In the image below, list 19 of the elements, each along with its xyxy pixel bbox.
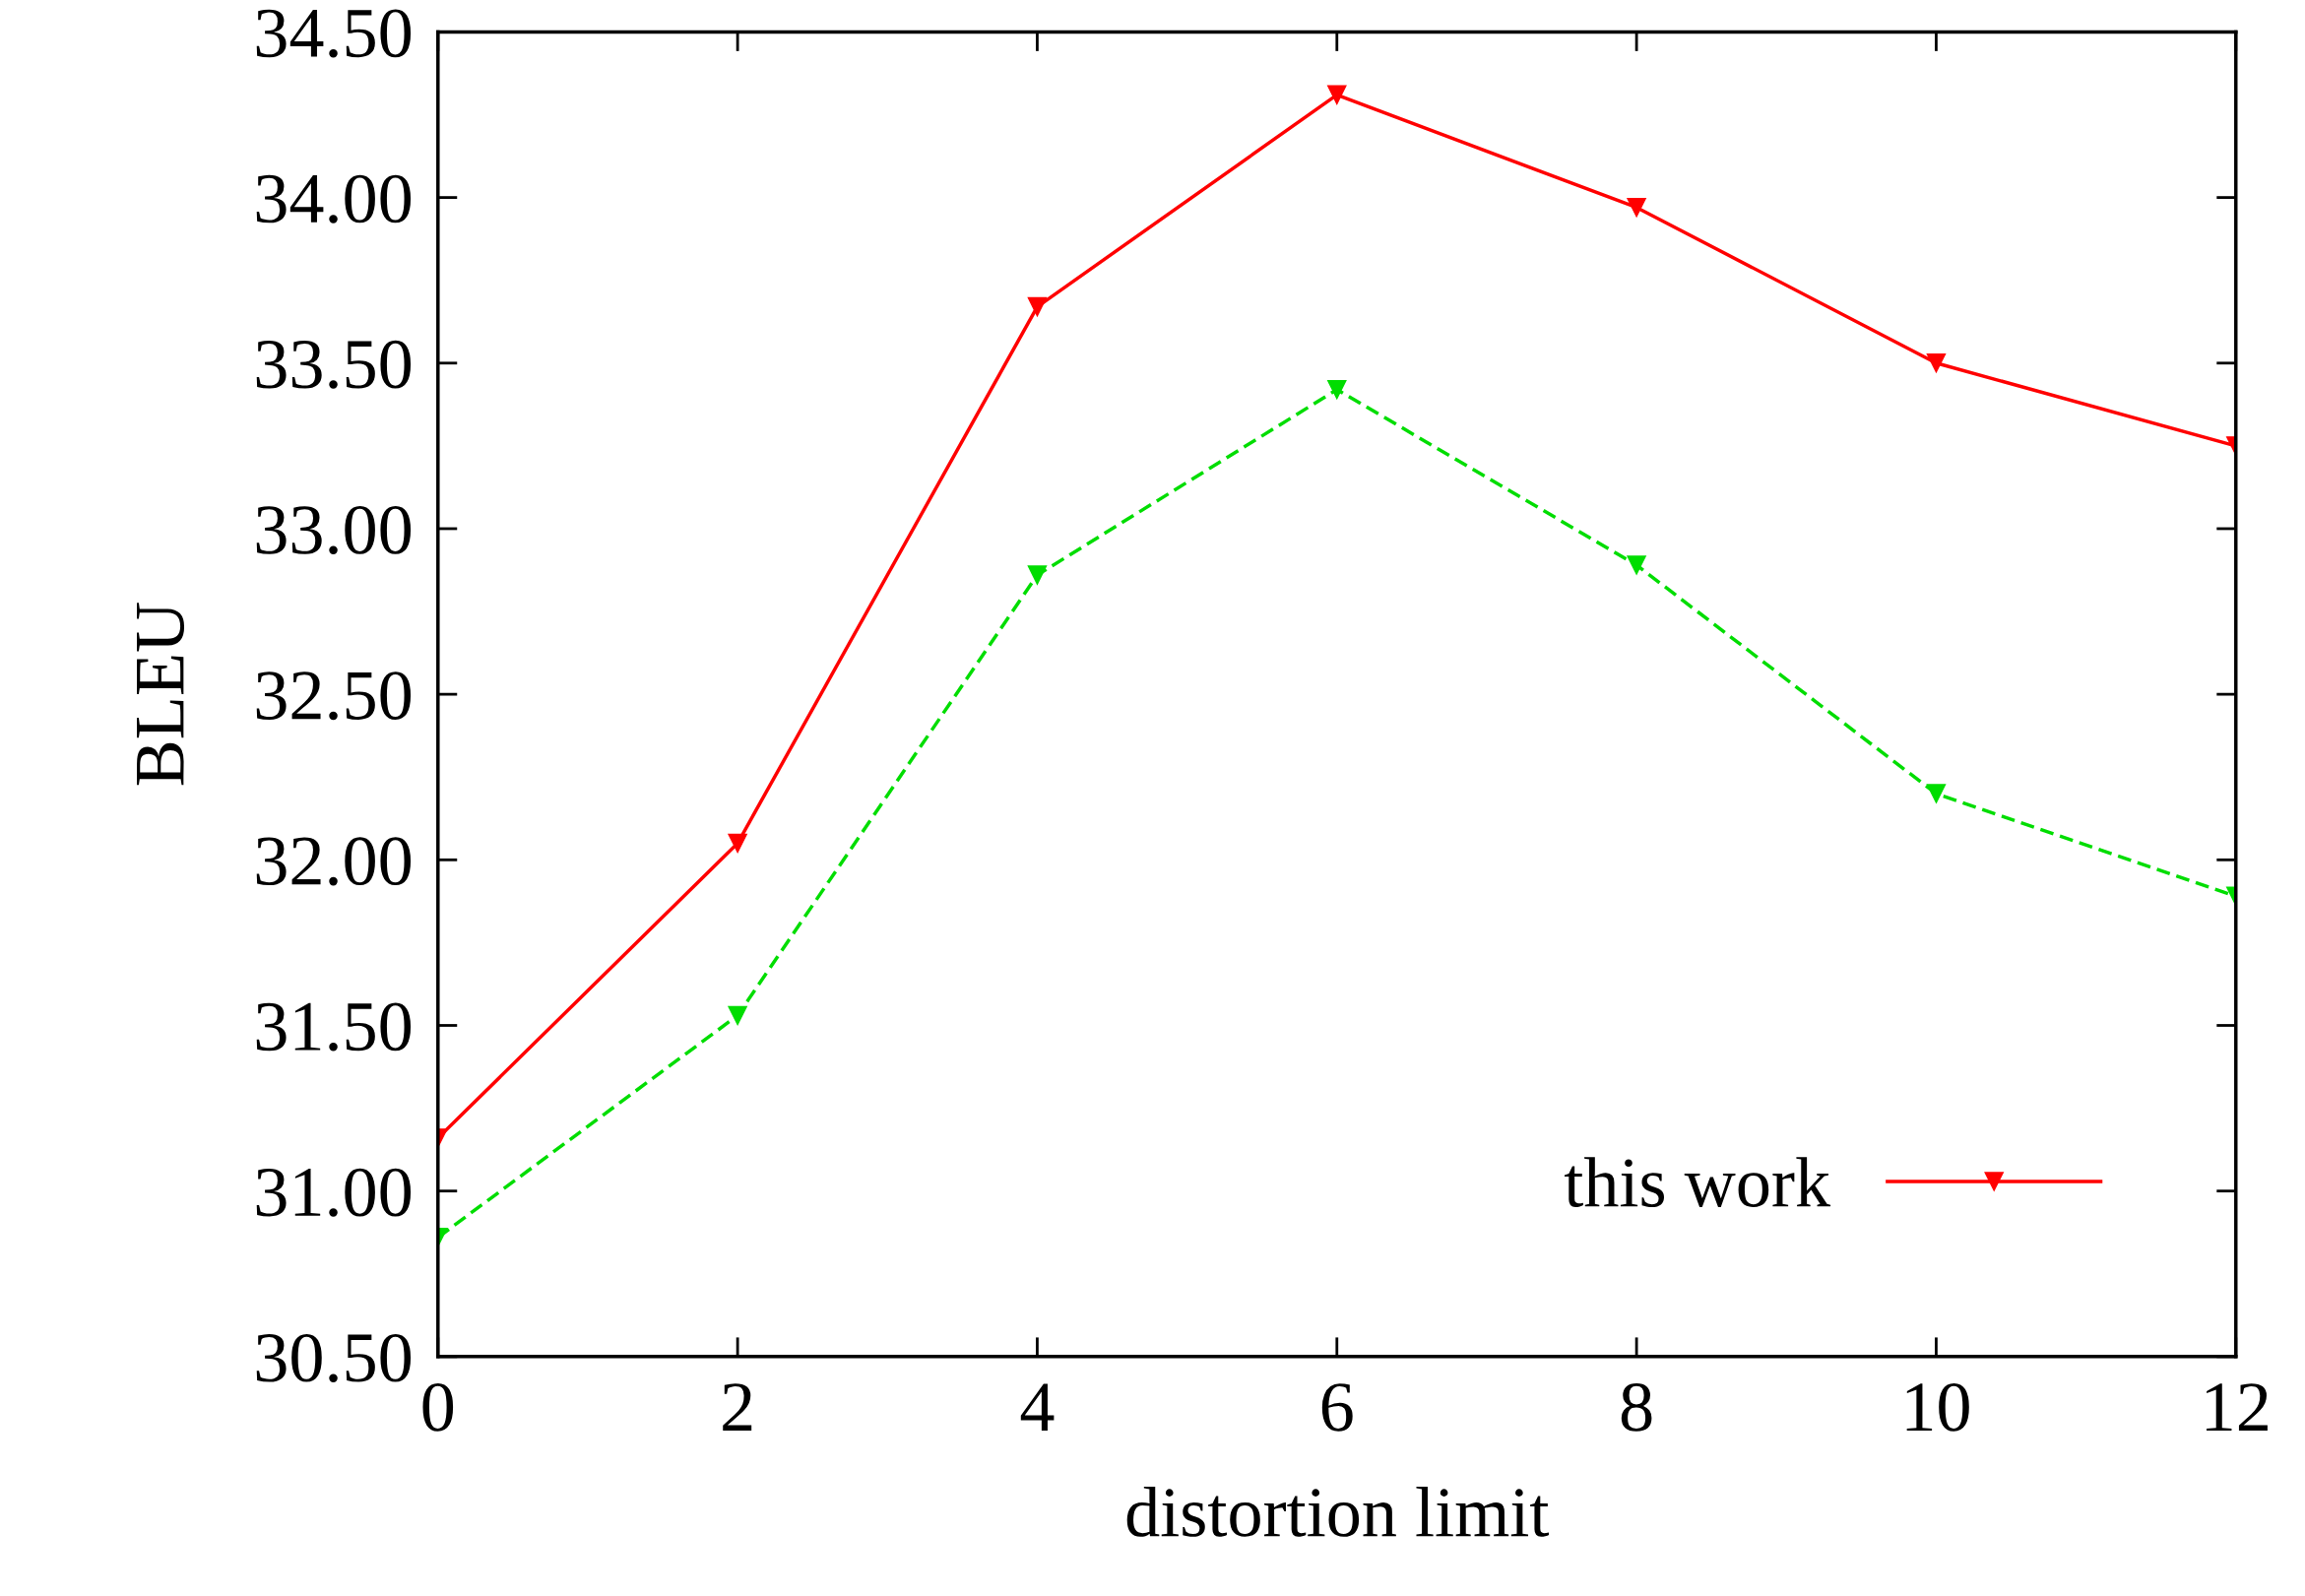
y-tick-label: 32.50 xyxy=(256,671,412,721)
x-tick-label: 10 xyxy=(1906,1382,1969,1432)
y-tick-label: 31.50 xyxy=(256,1002,412,1052)
x-tick-label: 6 xyxy=(1321,1383,1353,1432)
y-tick-label: 33.00 xyxy=(256,505,412,555)
y-tick-label: 34.00 xyxy=(256,174,412,223)
y-tick-label: 31.00 xyxy=(256,1168,412,1217)
x-axis-title: distortion limit xyxy=(1126,1487,1550,1537)
y-tick-label: 34.50 xyxy=(256,9,412,58)
x-tick-label: 8 xyxy=(1621,1382,1652,1432)
y-tick-label: 33.50 xyxy=(256,340,412,389)
x-tick-label: 12 xyxy=(2207,1383,2268,1431)
x-tick-label: 2 xyxy=(723,1383,752,1431)
x-tick-label: 0 xyxy=(422,1382,454,1432)
y-axis-title: BLEU xyxy=(137,603,185,786)
y-tick-label: 32.00 xyxy=(256,837,412,886)
legend-label: this work xyxy=(1564,1157,1831,1207)
x-tick-label: 4 xyxy=(1020,1383,1055,1431)
y-tick-label: 30.50 xyxy=(256,1333,412,1382)
